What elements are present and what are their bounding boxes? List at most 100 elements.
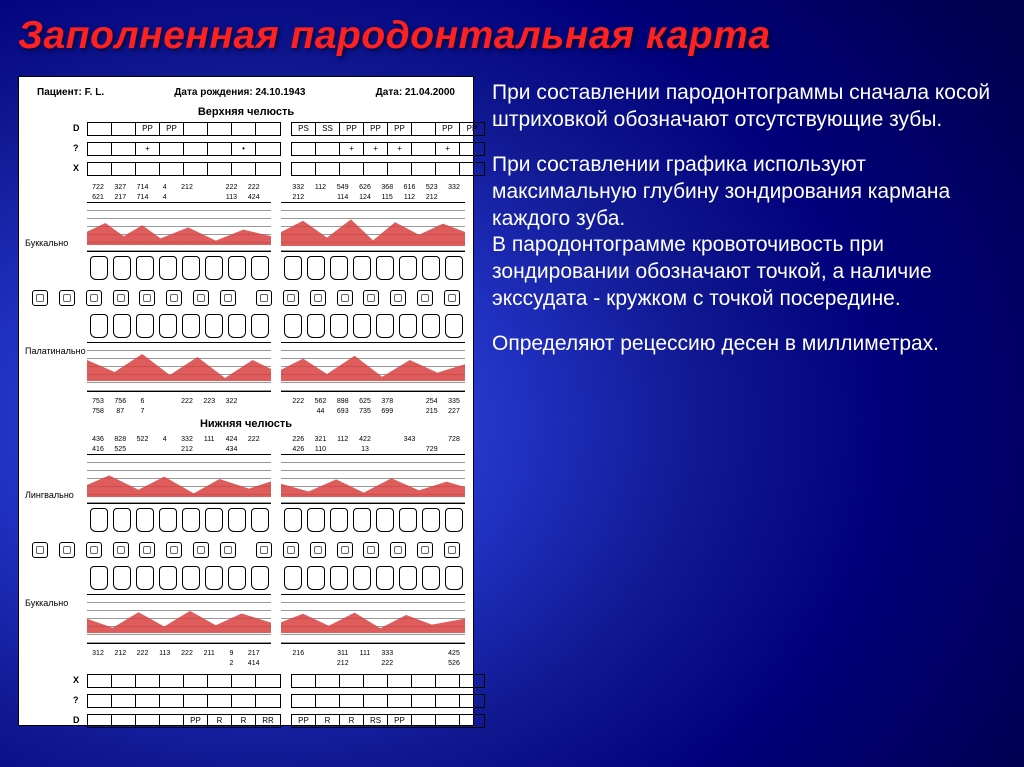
tooth-crown-icon [159, 508, 177, 532]
status-cell [88, 695, 112, 707]
probing-value [154, 446, 176, 453]
probing-value: 343 [399, 436, 421, 443]
tooth-occlusal-icon [363, 290, 379, 306]
probing-value [421, 436, 443, 443]
status-cell [208, 143, 232, 155]
probing-depths-row: 7223277144212222222332112549626368616523… [27, 182, 465, 192]
probing-value [310, 194, 332, 201]
tooth-occlusal-icon [32, 290, 48, 306]
tooth-crown-icon [330, 566, 348, 590]
status-cell [208, 163, 232, 175]
probing-value [399, 660, 421, 667]
upper-buccal-section: Буккально [27, 202, 465, 284]
probing-value [399, 398, 421, 405]
probing-value: 424 [221, 436, 243, 443]
status-cell: PP [292, 715, 316, 727]
tooth-crown-icon [113, 256, 131, 280]
probing-depths-row: 7537566222223322222562898625378254335 [27, 396, 465, 406]
probing-value: 215 [421, 408, 443, 415]
status-row-label: ? [73, 695, 79, 705]
status-cell: PP [388, 715, 412, 727]
probing-value: 212 [332, 660, 354, 667]
status-cell: PP [136, 123, 160, 135]
teeth-row [87, 252, 465, 284]
status-cell [412, 695, 436, 707]
probing-value: 321 [310, 436, 332, 443]
probing-value: 526 [443, 660, 465, 667]
probing-value [243, 398, 265, 405]
status-cell [388, 163, 412, 175]
lingual-label: Лингвально [25, 490, 74, 500]
tooth-crown-icon [307, 256, 325, 280]
status-cell [388, 675, 412, 687]
tooth-crown-icon [113, 508, 131, 532]
status-row-label: D [73, 715, 80, 725]
status-cell [412, 143, 436, 155]
probing-value [109, 660, 131, 667]
probing-value: 216 [287, 650, 309, 657]
status-cell [256, 695, 280, 707]
depth-grid [87, 342, 465, 392]
tooth-occlusal-icon [59, 290, 75, 306]
slide-title: Заполненная пародонтальная карта [0, 0, 1024, 58]
tooth-occlusal-icon [283, 542, 299, 558]
probing-value: 254 [421, 398, 443, 405]
probing-value [310, 660, 332, 667]
tooth-crown-icon [399, 256, 417, 280]
palatal-label: Палатинально [25, 346, 86, 356]
status-cell [112, 695, 136, 707]
tooth-crown-icon [228, 508, 246, 532]
description-text: При составлении пародонтограммы сначала … [492, 76, 1006, 726]
status-cell: PP [460, 123, 484, 135]
status-cell [208, 695, 232, 707]
probing-value [265, 194, 287, 201]
tooth-crown-icon [113, 314, 131, 338]
tooth-occlusal-icon [256, 290, 272, 306]
probing-value: 327 [109, 184, 131, 191]
tooth-occlusal-icon [310, 542, 326, 558]
status-cell [160, 675, 184, 687]
tooth-crown-icon [159, 566, 177, 590]
buccal-label: Буккально [25, 238, 68, 248]
status-cell [412, 715, 436, 727]
probing-depths-row: 3122122221132222119217216311111333425 [27, 648, 465, 658]
probing-value [87, 660, 109, 667]
status-cell [160, 143, 184, 155]
probing-value: 212 [176, 184, 198, 191]
buccal-label-2: Буккально [25, 598, 68, 608]
probing-value: 425 [443, 650, 465, 657]
tooth-crown-icon [90, 314, 108, 338]
probing-value: 222 [287, 398, 309, 405]
status-row-label: D [73, 123, 80, 133]
tooth-crown-icon [205, 256, 223, 280]
status-cell: + [388, 143, 412, 155]
status-cell [364, 695, 388, 707]
lower-lingual-section: Лингвально [27, 454, 465, 536]
status-cell [184, 123, 208, 135]
status-cell [88, 675, 112, 687]
status-cell [340, 695, 364, 707]
status-cell [364, 675, 388, 687]
probing-value [332, 446, 354, 453]
status-cell: PP [340, 123, 364, 135]
probing-value: 124 [354, 194, 376, 201]
probing-value: 332 [287, 184, 309, 191]
status-cell [184, 695, 208, 707]
status-cell [112, 675, 136, 687]
tooth-crown-icon [90, 256, 108, 280]
probing-value [221, 408, 243, 415]
status-cell: SS [316, 123, 340, 135]
tooth-crown-icon [182, 508, 200, 532]
tooth-occlusal-icon [113, 542, 129, 558]
status-cell: PP [184, 715, 208, 727]
probing-value [243, 446, 265, 453]
status-cell [256, 675, 280, 687]
occlusal-row [27, 540, 465, 560]
status-cell [232, 695, 256, 707]
probing-value: 212 [287, 194, 309, 201]
tooth-occlusal-icon [390, 542, 406, 558]
status-cell [292, 163, 316, 175]
status-cell [316, 143, 340, 155]
status-cell: PS [292, 123, 316, 135]
status-cell [136, 715, 160, 727]
